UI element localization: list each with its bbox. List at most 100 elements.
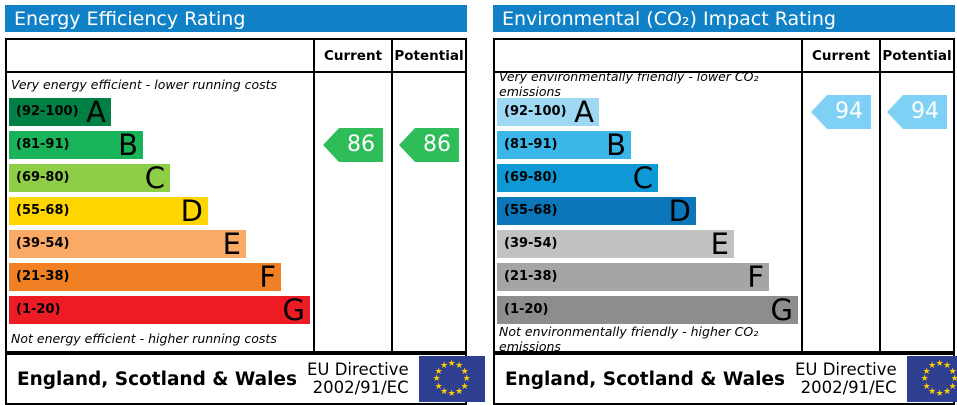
band-letter: B [118,127,138,162]
band-bar-c: (69-80) C [9,160,170,195]
band-range-label: (39-54) [16,236,70,251]
band-letter: D [180,193,203,228]
top-label: Very environmentally friendly - lower CO… [499,69,759,99]
band-row: (39-54) E [7,227,313,260]
eu-flag-star: ★ [935,389,944,399]
eu-flag-star: ★ [432,374,441,384]
band-bar-c: (69-80) C [497,163,658,192]
potential-slot [879,161,953,194]
band-row: (92-100) A [495,95,801,128]
potential-column-header: Potential [879,40,953,73]
band-bar-b: (81-91) B [9,127,143,162]
eu-flag-star: ★ [455,386,464,397]
potential-slot [391,161,465,194]
current-rating-value: 86 [323,127,383,162]
current-column-header: Current [801,40,879,73]
eu-directive-label: EU Directive 2002/91/EC [306,359,409,397]
band-range-label: (55-68) [504,203,558,218]
band-range-label: (69-80) [16,170,70,185]
band-letter: C [144,160,165,195]
top-label-spacer [391,73,465,95]
band-bar-g: (1-20) G [497,292,798,327]
band-range-label: (21-38) [16,269,70,284]
rating-table: Current Potential Very energy efficient … [5,38,467,353]
band-bar-d: (55-68) D [497,193,696,228]
band-letter: D [668,193,691,228]
band-letter: F [259,259,276,294]
current-slot [801,227,879,260]
current-rating-value: 94 [811,94,871,129]
band-letter: G [282,292,305,327]
top-label-spacer [801,73,879,95]
current-slot [801,128,879,161]
band-letter: B [606,127,626,162]
eu-flag-star: ★ [928,361,937,371]
eu-flag-star: ★ [922,381,931,392]
band-row: (69-80) C [495,161,801,194]
potential-column-header: Potential [391,40,465,73]
footer: England, Scotland & Wales EU Directive 20… [5,353,485,405]
footer: England, Scotland & Wales EU Directive 20… [493,353,957,405]
top-label: Very energy efficient - lower running co… [11,76,278,92]
band-row: (92-100) A [7,95,313,128]
band-bar-e: (39-54) E [9,226,246,261]
current-slot: 94 [801,94,879,129]
eu-flag-icon: ★ ★ ★ ★ ★ ★ ★ ★ ★ ★ ★ ★ [906,356,957,402]
eu-flag-icon: ★ ★ ★ ★ ★ ★ ★ ★ ★ ★ ★ ★ [418,356,485,402]
potential-slot [391,260,465,293]
current-slot: 86 [313,127,391,162]
panel-title: Energy Efficiency Rating [14,7,246,30]
eu-flag-star: ★ [922,366,931,377]
current-slot [313,161,391,194]
band-range-label: (81-91) [504,137,558,152]
band-range-label: (81-91) [16,137,70,152]
current-slot [313,227,391,260]
eu-flag-star: ★ [434,366,443,377]
potential-slot: 94 [879,94,953,129]
band-row: (21-38) F [7,260,313,293]
current-slot [313,293,391,326]
eu-flag-star: ★ [447,389,456,399]
band-range-label: (1-20) [16,302,61,317]
eu-flag-star: ★ [460,366,469,377]
eu-flag-star: ★ [943,386,952,397]
band-range-label: (92-100) [504,104,567,119]
potential-slot [391,95,465,128]
header-spacer-cell [7,40,313,73]
potential-rating-arrow: 86 [399,127,459,162]
panel-header: Environmental (CO₂) Impact Rating [493,5,955,32]
current-slot [801,161,879,194]
eu-flag-star: ★ [950,374,957,384]
band-bar-f: (21-38) F [497,262,769,291]
band-letter: A [574,94,594,129]
bottom-label: Not energy efficient - higher running co… [11,331,277,346]
band-bar-a: (92-100) A [9,97,111,126]
eu-directive-label: EU Directive 2002/91/EC [794,359,897,397]
header-spacer-cell [495,40,801,73]
band-row: (55-68) D [495,194,801,227]
bottom-label-spacer [313,326,391,351]
rating-panel: Environmental (CO₂) Impact Rating Curren… [493,5,957,405]
band-letter: E [222,226,241,261]
panel-title: Environmental (CO₂) Impact Rating [502,7,836,30]
band-letter: G [770,292,793,327]
band-row: (55-68) D [7,194,313,227]
region-label: England, Scotland & Wales [17,368,297,390]
band-bar-a: (92-100) A [497,94,599,129]
band-range-label: (69-80) [504,170,558,185]
current-rating-arrow: 94 [811,94,871,129]
band-letter: E [710,226,729,261]
current-slot [801,260,879,293]
eu-flag-star: ★ [462,374,471,384]
potential-rating-value: 86 [399,127,459,162]
band-range-label: (92-100) [16,104,79,119]
potential-slot [879,227,953,260]
band-bar-d: (55-68) D [9,193,208,228]
band-bar-f: (21-38) F [9,259,281,294]
top-label-spacer [879,73,953,95]
current-slot [313,95,391,128]
band-row: (69-80) C [7,161,313,194]
eu-flag-star: ★ [440,386,449,397]
potential-slot [879,128,953,161]
